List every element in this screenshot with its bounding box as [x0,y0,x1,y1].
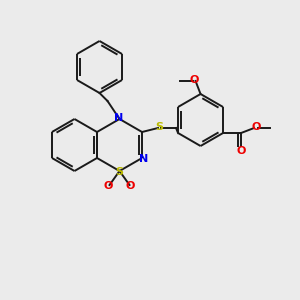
Text: O: O [104,181,113,191]
Text: S: S [155,122,163,132]
Text: N: N [114,113,123,123]
Text: O: O [126,181,135,191]
Text: N: N [140,154,149,164]
Text: O: O [236,146,246,156]
Text: O: O [251,122,261,132]
Text: S: S [116,167,124,177]
Text: O: O [190,75,199,85]
